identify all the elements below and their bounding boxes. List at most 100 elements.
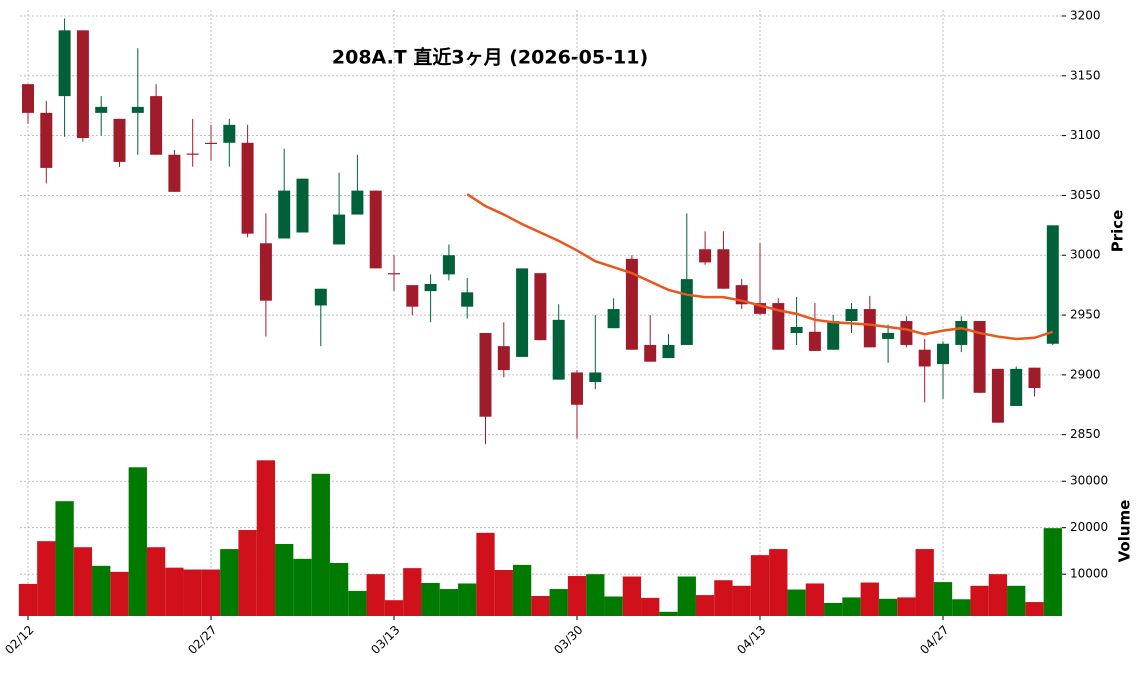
candle-body: [680, 279, 693, 345]
moving-average-line: [466, 193, 1054, 341]
candle-body: [22, 84, 34, 113]
volume-bar: [878, 598, 898, 616]
volume-bar: [769, 549, 788, 616]
volume-bar: [348, 590, 367, 616]
volume-bar: [641, 597, 660, 616]
candle-body: [552, 319, 565, 380]
volume-bar: [421, 583, 440, 616]
x-tick-label: 04/27: [917, 623, 951, 657]
volume-bar: [220, 549, 239, 616]
volume-bar: [458, 583, 477, 616]
volume-bar: [293, 558, 312, 616]
candle-body: [772, 303, 785, 350]
candle-body: [296, 178, 309, 233]
volume-bar: [677, 576, 696, 616]
candle-body: [369, 190, 382, 269]
volume-bar: [824, 602, 843, 616]
volume-bar: [1025, 602, 1044, 616]
candle-body: [937, 343, 949, 365]
volume-bar: [604, 596, 623, 616]
volume-bar: [275, 543, 294, 616]
volume-bar: [439, 589, 459, 616]
volume-bar: [512, 564, 532, 616]
candle-body: [699, 249, 712, 263]
x-tick-label: 03/30: [551, 623, 585, 657]
volume-bar: [787, 589, 806, 616]
candle-body: [40, 112, 53, 168]
volume-bar: [55, 501, 74, 616]
candle-body: [168, 154, 181, 192]
volume-bar: [146, 547, 166, 616]
candle-body: [644, 344, 657, 362]
y-axis-label: Price: [1109, 210, 1127, 253]
candle-body: [259, 243, 272, 301]
volume-bar: [494, 569, 513, 616]
volume-bar: [128, 467, 147, 616]
volume-bar: [732, 585, 751, 616]
y-tick-label: 2900: [1070, 367, 1101, 381]
volume-bar: [970, 585, 989, 616]
volume-bar: [201, 569, 221, 616]
candle-body: [918, 349, 931, 367]
candle-body: [131, 106, 144, 113]
candle-body: [186, 153, 199, 155]
volume-bar: [714, 580, 733, 616]
candle-body: [863, 309, 876, 348]
candle-body: [625, 258, 638, 350]
candle-body: [973, 321, 986, 393]
volume-bar: [92, 565, 111, 616]
volume-bar: [384, 600, 404, 616]
candle-body: [424, 283, 437, 292]
volume-bar: [933, 582, 953, 616]
candle-body: [607, 309, 620, 329]
volume-bar: [750, 555, 770, 616]
volume-bar: [403, 568, 422, 616]
x-tick-label: 02/27: [185, 623, 219, 657]
candle-body: [113, 118, 126, 162]
y-tick-label: 2850: [1070, 427, 1101, 441]
y-tick-label: 3100: [1070, 128, 1101, 142]
volume-bar: [256, 460, 276, 616]
volume-bar: [549, 589, 568, 616]
candle-body: [150, 96, 163, 155]
volume-bar: [1007, 585, 1026, 616]
volume-bar: [567, 576, 587, 616]
volume-bar: [988, 574, 1008, 616]
candle-body: [900, 321, 913, 345]
candle-body: [717, 249, 730, 289]
volume-bar: [531, 596, 550, 616]
candle-body: [790, 327, 803, 333]
volume-bar: [110, 571, 129, 616]
volume-bar: [622, 576, 642, 616]
candle-body: [461, 292, 474, 307]
candle-body: [351, 190, 364, 215]
candle-body: [534, 273, 547, 341]
volume-bar: [329, 563, 349, 616]
y-tick-label: 20000: [1070, 520, 1108, 534]
candle-body: [58, 30, 71, 97]
volume-bar: [805, 583, 825, 616]
volume-bar: [659, 611, 678, 616]
candle-body: [333, 214, 346, 245]
volume-bar: [860, 582, 879, 616]
candle-body: [479, 332, 492, 417]
volume-bar: [476, 532, 495, 616]
candle-body: [1010, 368, 1023, 406]
volume-bar: [695, 595, 715, 616]
candle-body: [314, 288, 327, 306]
volume-axis-label: Volume: [1116, 500, 1134, 563]
x-tick-label: 02/12: [2, 623, 36, 657]
volume-bar: [311, 473, 330, 616]
candle-body: [571, 372, 583, 405]
volume-bar: [366, 574, 385, 616]
candle-body: [95, 106, 108, 113]
x-tick-label: 03/13: [368, 623, 402, 657]
candle-body: [223, 124, 236, 143]
y-tick-label: 10000: [1070, 567, 1108, 581]
candle-body: [1046, 225, 1059, 344]
y-tick-label: 3000: [1070, 248, 1101, 262]
candle-body: [205, 142, 217, 144]
candle-body: [76, 30, 89, 138]
